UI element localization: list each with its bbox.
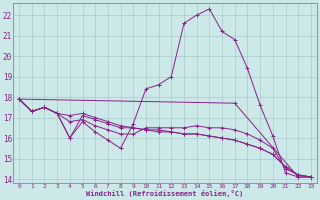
X-axis label: Windchill (Refroidissement éolien,°C): Windchill (Refroidissement éolien,°C): [86, 190, 244, 197]
